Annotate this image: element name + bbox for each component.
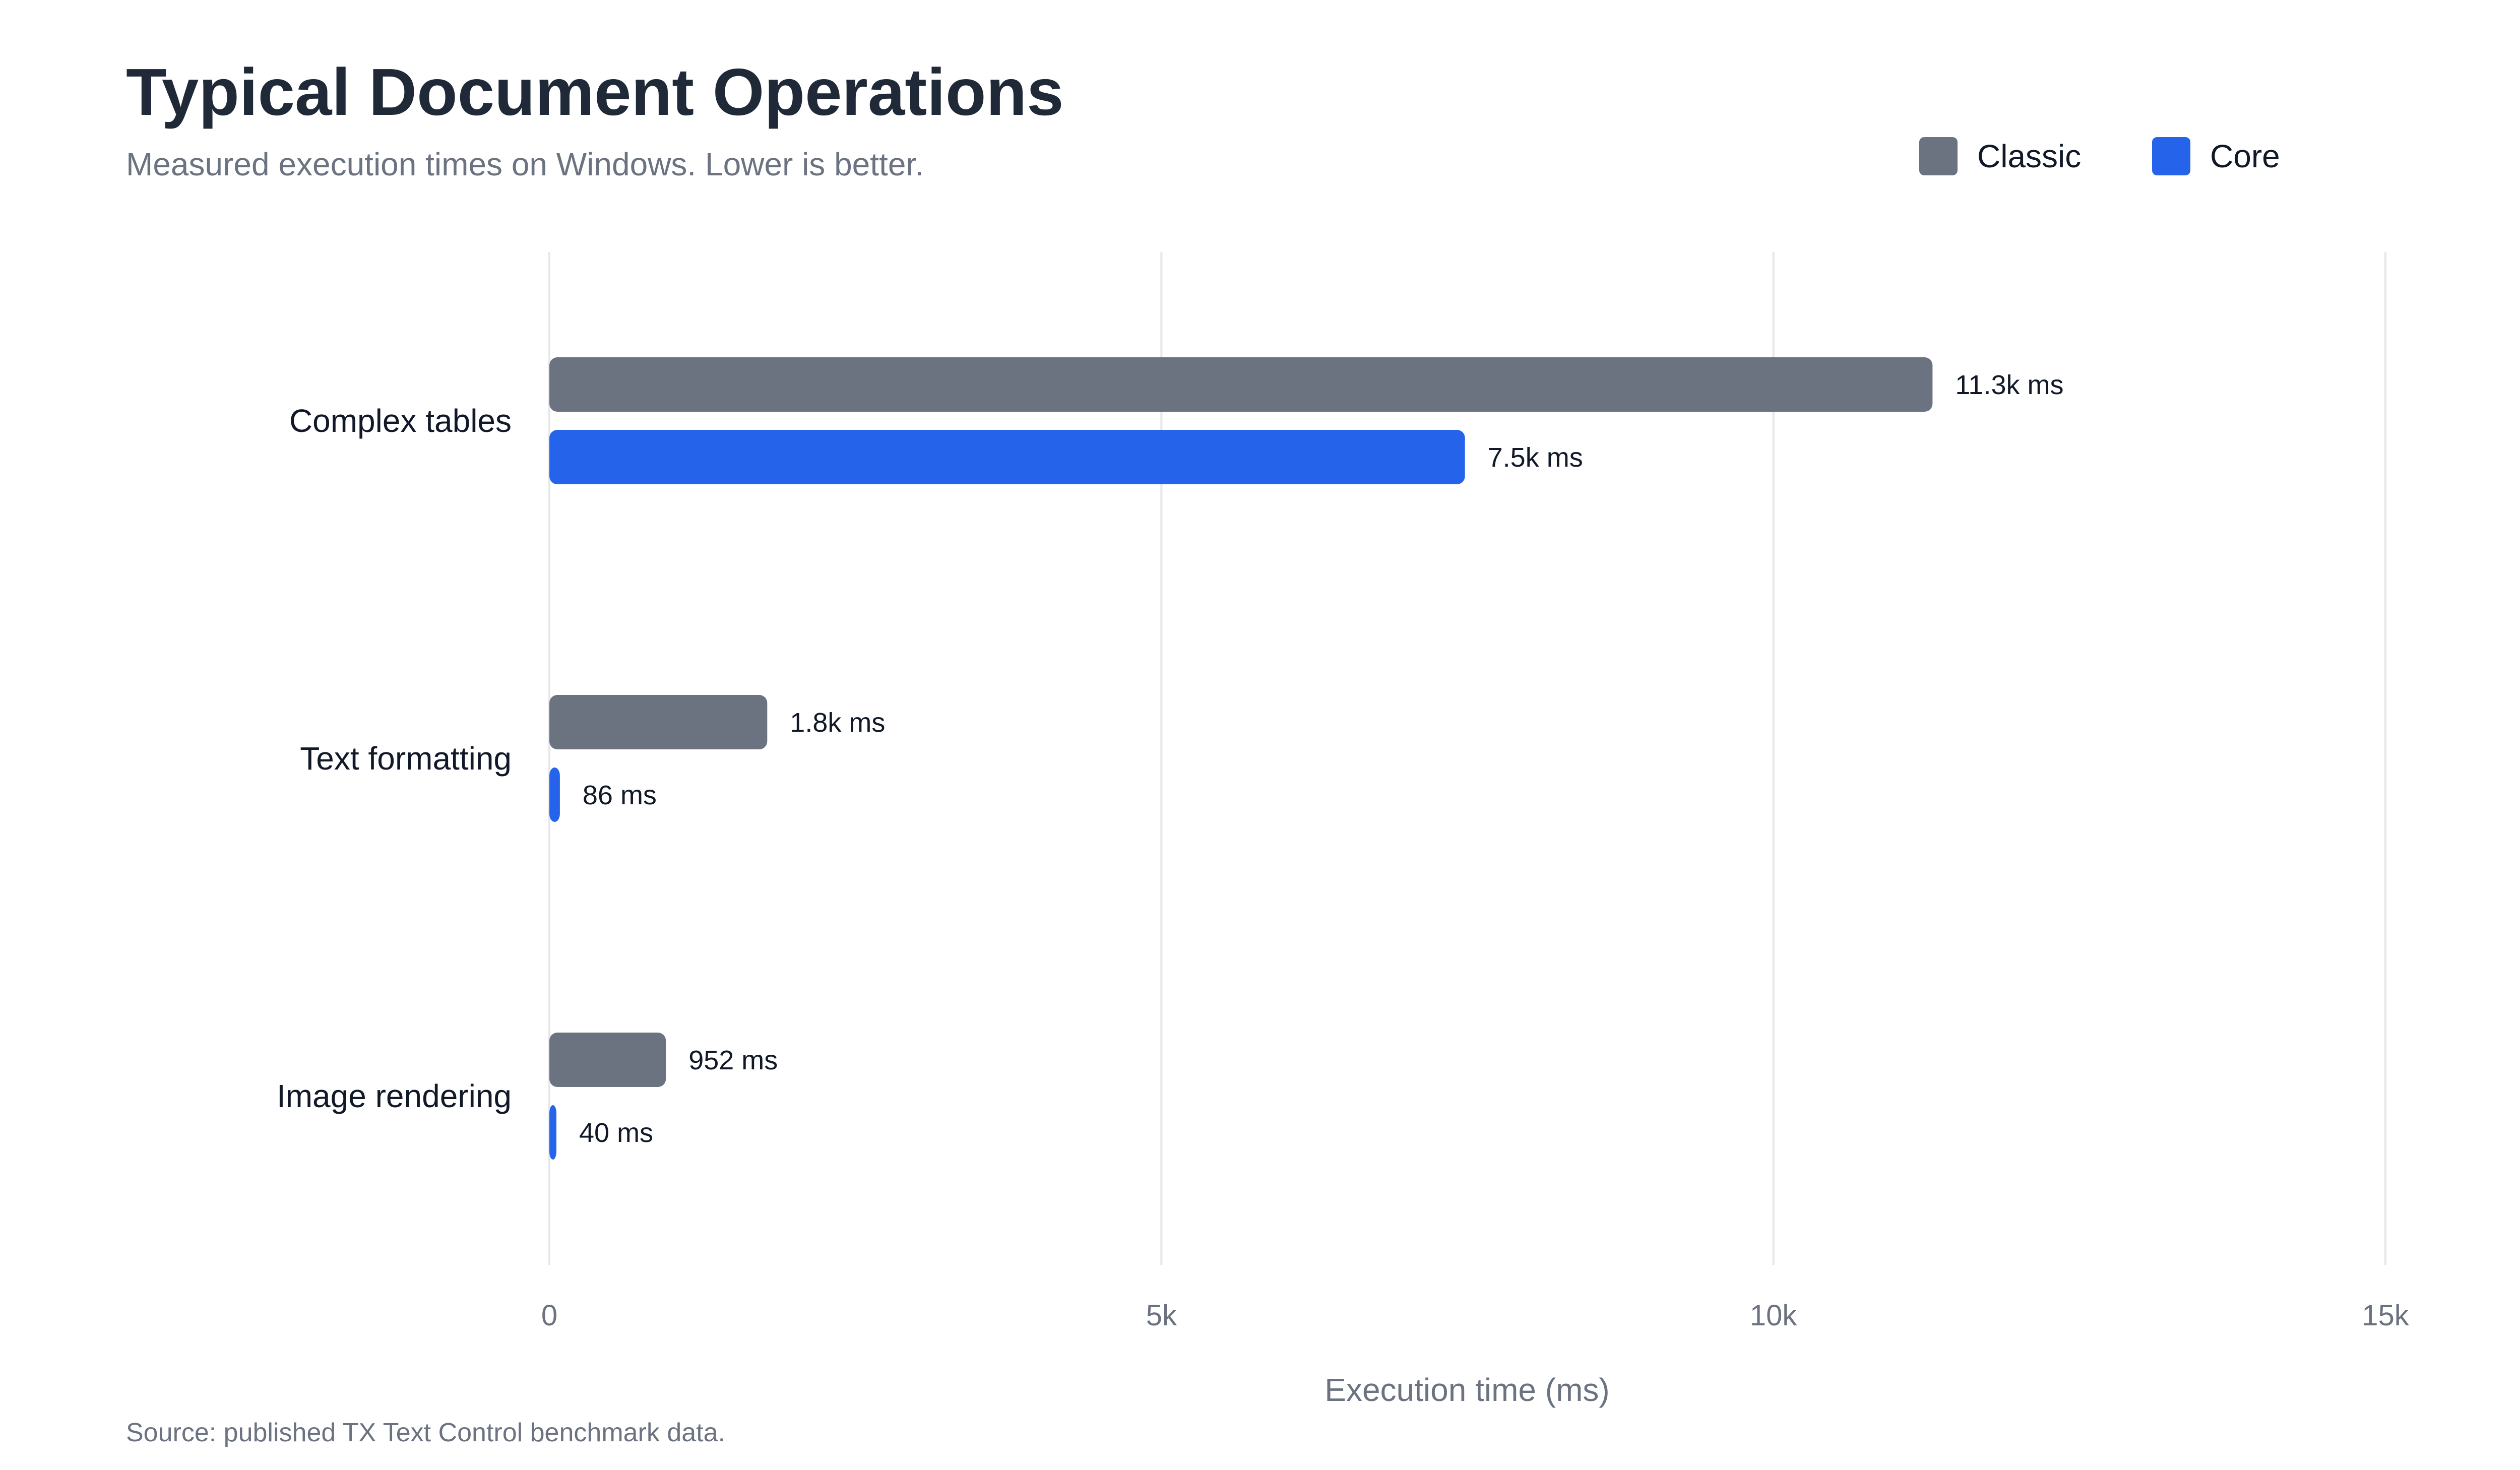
legend-label: Core — [2210, 138, 2280, 174]
chart-title: Typical Document Operations — [126, 55, 1064, 129]
chart-subtitle: Measured execution times on Windows. Low… — [126, 146, 924, 182]
bar-core — [549, 1105, 556, 1160]
bar-classic — [549, 695, 768, 749]
bars — [549, 357, 1933, 1160]
value-label: 11.3k ms — [1955, 370, 2063, 400]
bar-classic — [549, 1033, 666, 1087]
x-tick-label: 5k — [1146, 1299, 1177, 1332]
x-axis-ticks: 0 5k 10k 15k — [541, 1299, 2410, 1332]
value-label: 1.8k ms — [790, 708, 885, 738]
legend-swatch-core — [2152, 137, 2190, 175]
legend-label: Classic — [1977, 138, 2081, 174]
value-label: 40 ms — [579, 1118, 653, 1148]
value-label: 7.5k ms — [1488, 442, 1583, 473]
x-axis-title: Execution time (ms) — [1325, 1372, 1609, 1408]
x-tick-label: 10k — [1750, 1299, 1798, 1332]
source-note: Source: published TX Text Control benchm… — [126, 1418, 725, 1447]
legend: Classic Core — [1919, 137, 2280, 175]
bar-core — [549, 430, 1465, 484]
category-label: Image rendering — [277, 1078, 512, 1114]
value-label: 952 ms — [688, 1045, 778, 1075]
x-tick-label: 15k — [2362, 1299, 2410, 1332]
category-label: Text formatting — [300, 740, 512, 777]
bar-classic — [549, 357, 1933, 412]
category-labels: Complex tables Text formatting Image rende… — [277, 403, 512, 1114]
value-labels: 11.3k ms 7.5k ms 1.8k ms 86 ms 952 ms 40 ms — [579, 370, 2063, 1148]
value-label: 86 ms — [583, 780, 657, 810]
gridlines — [548, 252, 2386, 1265]
legend-swatch-classic — [1919, 137, 1958, 175]
x-tick-label: 0 — [541, 1299, 557, 1332]
category-label: Complex tables — [289, 403, 512, 439]
bar-core — [549, 768, 560, 822]
